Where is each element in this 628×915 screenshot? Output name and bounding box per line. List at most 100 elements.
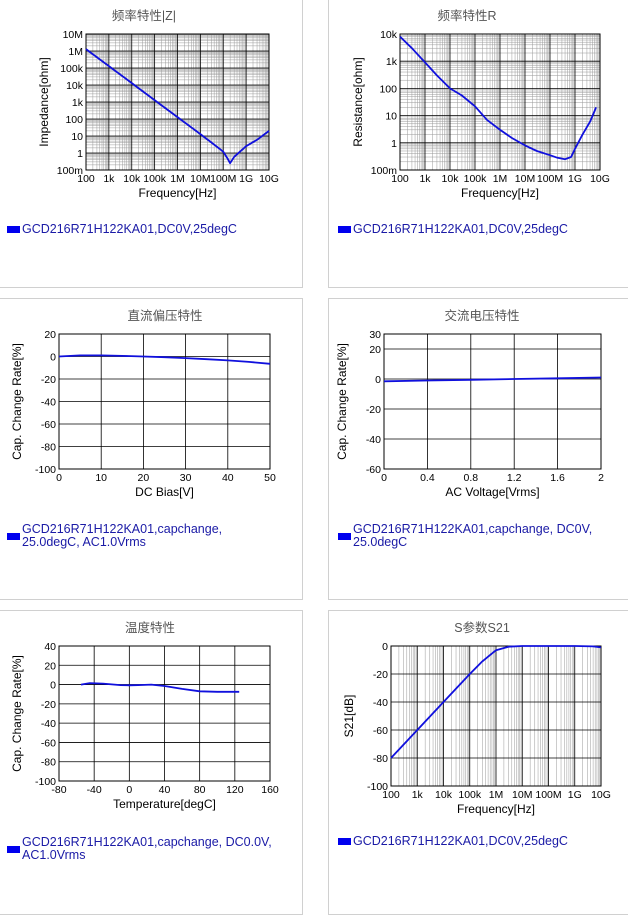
y-tick-label: 30 bbox=[369, 329, 381, 341]
chart-title: 频率特性|Z| bbox=[112, 8, 176, 23]
x-tick-label: 100M bbox=[210, 173, 236, 185]
x-tick-label: 0 bbox=[56, 472, 62, 484]
x-tick-label: 40 bbox=[222, 472, 234, 484]
y-tick-label: 1 bbox=[77, 148, 83, 160]
y-tick-label: 40 bbox=[44, 641, 56, 653]
chart-impedance: 频率特性|Z|100 1k 10k 100k 1M 10M 100M 1G 10G100m110… bbox=[37, 8, 279, 200]
y-tick-label: -40 bbox=[373, 697, 388, 709]
chart-resistance: 频率特性R 100 1k 10k 100k 1M 10M 100M 1G 10G 100m 1 10 10… bbox=[351, 8, 610, 200]
plot-frame bbox=[399, 33, 601, 171]
legend-text: GCD216R71H122KA01,capchange, DC0V, 25.0d… bbox=[353, 522, 593, 549]
major-gridlines bbox=[58, 333, 271, 470]
x-tick-label: 100k bbox=[458, 789, 482, 801]
x-tick-label: 160 bbox=[261, 784, 279, 796]
y-axis-label: Impedance[ohm] bbox=[37, 57, 51, 146]
y-tick-label: 1k bbox=[72, 97, 84, 109]
legend-text: GCD216R71H122KA01,capchange, DC0.0V, AC1… bbox=[22, 835, 272, 862]
series-line bbox=[383, 376, 602, 383]
y-tick-label: 10 bbox=[385, 111, 397, 123]
x-tick-label: 100 bbox=[77, 173, 95, 185]
chart-title: 直流偏压特性 bbox=[127, 308, 202, 323]
chart-dc-bias: 直流偏压特性 0 10 20 30 40 50 20 0 -20 -40 -60 -80 -100 DC B… bbox=[10, 308, 276, 499]
y-tick-label: -80 bbox=[373, 753, 388, 765]
x-tick-label: 10M bbox=[515, 173, 535, 185]
y-tick-label: -100 bbox=[35, 776, 56, 788]
chart-title: S参数S21 bbox=[454, 620, 510, 635]
chart-title: 交流电压特性 bbox=[444, 308, 519, 323]
plot-frame bbox=[58, 645, 271, 782]
chart-s21: S参数S21 100 1k 10k 100k 1M 10M 100M 1G 10G 0 -20 -40 -… bbox=[342, 620, 611, 816]
x-tick-label: 1M bbox=[493, 173, 508, 185]
y-tick-label: -20 bbox=[366, 404, 381, 416]
x-tick-label: 1k bbox=[419, 173, 431, 185]
legend-resistance: GCD216R71H122KA01,DC0V,25degC bbox=[338, 223, 568, 236]
chart-temperature: 温度特性-80 -40 0 40 80 120 16040200-20-40-60-80-1… bbox=[10, 620, 279, 811]
major-gridlines bbox=[58, 645, 271, 782]
x-tick-label: 0.4 bbox=[420, 472, 435, 484]
y-tick-label: 100m bbox=[371, 165, 398, 177]
x-tick-label: 1k bbox=[103, 173, 115, 185]
y-tick-label: -20 bbox=[41, 374, 56, 386]
legend-text: GCD216R71H122KA01,DC0V,25degC bbox=[353, 222, 568, 236]
plot-frame bbox=[85, 33, 270, 171]
y-tick-label: 0 bbox=[382, 641, 388, 653]
x-tick-label: 40 bbox=[159, 784, 171, 796]
major-gridlines bbox=[399, 33, 601, 171]
x-tick-label: 10k bbox=[435, 789, 453, 801]
x-tick-label: 10 bbox=[95, 472, 107, 484]
y-axis-label: Cap. Change Rate[%] bbox=[10, 655, 24, 772]
x-tick-label: -40 bbox=[87, 784, 102, 796]
y-tick-label: 1 bbox=[391, 138, 397, 150]
x-tick-label: 80 bbox=[194, 784, 206, 796]
plot-frame bbox=[383, 333, 602, 470]
x-tick-label: 1M bbox=[170, 173, 185, 185]
x-tick-label: 1G bbox=[568, 789, 582, 801]
x-tick-label: 1.2 bbox=[507, 472, 522, 484]
y-tick-label: -20 bbox=[373, 669, 388, 681]
y-axis-label: Cap. Change Rate[%] bbox=[335, 343, 349, 460]
y-tick-label: -100 bbox=[367, 781, 388, 793]
x-tick-label: 0.8 bbox=[463, 472, 478, 484]
y-tick-label: 20 bbox=[44, 329, 56, 341]
plot-frame bbox=[390, 645, 602, 787]
x-axis-label: Frequency[Hz] bbox=[461, 186, 539, 200]
legend-swatch bbox=[338, 226, 351, 233]
y-tick-label: 100 bbox=[379, 83, 397, 95]
x-tick-label: 10G bbox=[590, 173, 610, 185]
y-tick-label: 20 bbox=[369, 344, 381, 356]
legend-text: GCD216R71H122KA01,DC0V,25degC bbox=[353, 834, 568, 848]
x-tick-label: 10M bbox=[190, 173, 210, 185]
y-tick-label: 0 bbox=[50, 680, 56, 692]
x-tick-label: 1.6 bbox=[550, 472, 565, 484]
x-tick-label: 20 bbox=[138, 472, 150, 484]
legend-text: GCD216R71H122KA01,capchange, 25.0degC, A… bbox=[22, 522, 223, 549]
x-tick-label: 10G bbox=[259, 173, 279, 185]
legend-swatch bbox=[7, 533, 20, 540]
major-gridlines bbox=[390, 645, 602, 787]
y-tick-label: -80 bbox=[41, 442, 56, 454]
y-tick-label: -60 bbox=[366, 464, 381, 476]
y-tick-label: -40 bbox=[41, 397, 56, 409]
x-axis-label: AC Voltage[Vrms] bbox=[445, 485, 539, 499]
chart-panel-dc-bias bbox=[0, 298, 303, 600]
y-axis-label: Cap. Change Rate[%] bbox=[10, 343, 24, 460]
legend-temperature: GCD216R71H122KA01,capchange, DC0.0V, AC1… bbox=[7, 836, 302, 862]
minor-gridlines bbox=[398, 646, 601, 786]
plot-frame bbox=[58, 333, 271, 470]
y-tick-label: 1M bbox=[68, 46, 83, 58]
x-tick-label: 2 bbox=[598, 472, 604, 484]
x-tick-label: 100 bbox=[382, 789, 400, 801]
y-tick-label: 100k bbox=[60, 63, 84, 75]
chart-title: 温度特性 bbox=[125, 620, 175, 635]
y-tick-label: 10k bbox=[66, 80, 84, 92]
legend-ac-voltage: GCD216R71H122KA01,capchange, DC0V, 25.0d… bbox=[338, 523, 628, 549]
y-tick-label: 20 bbox=[44, 660, 56, 672]
x-tick-label: 100k bbox=[464, 173, 488, 185]
y-tick-label: -40 bbox=[366, 434, 381, 446]
chart-ac-voltage: 交流电压特性 0 0.4 0.8 1.2 1.6 2 30 20 0 -20 -40 -60 AC Vol… bbox=[335, 308, 604, 499]
y-tick-label: -60 bbox=[41, 419, 56, 431]
x-tick-label: 0 bbox=[381, 472, 387, 484]
x-tick-label: -80 bbox=[51, 784, 66, 796]
y-tick-label: 100 bbox=[65, 114, 83, 126]
x-tick-label: 0 bbox=[126, 784, 132, 796]
